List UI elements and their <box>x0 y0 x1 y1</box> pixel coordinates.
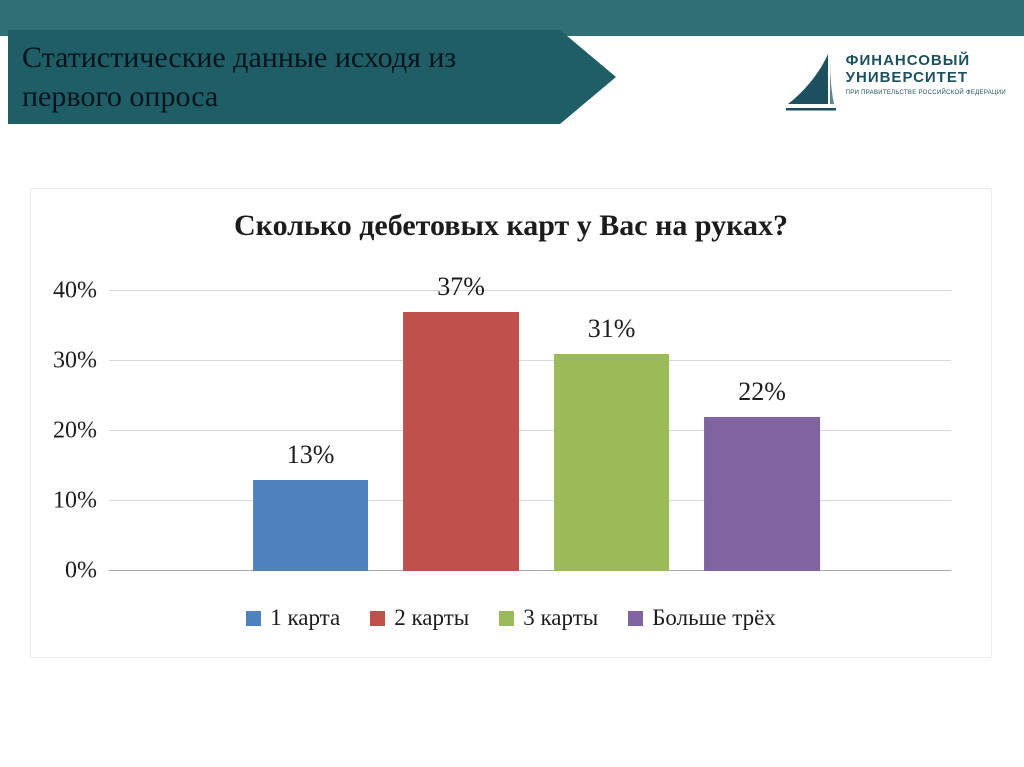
gridline <box>109 430 951 431</box>
university-logo-text: ФИНАНСОВЫЙ УНИВЕРСИТЕТ ПРИ ПРАВИТЕЛЬСТВЕ… <box>846 52 1006 96</box>
y-tick-label: 0% <box>65 557 97 584</box>
chart-legend: 1 карта 2 карты 3 карты Больше трёх <box>31 605 991 631</box>
logo-name-line1: ФИНАНСОВЫЙ <box>845 52 971 69</box>
y-tick-label: 20% <box>53 417 97 444</box>
bar-cell: 37% <box>386 272 537 571</box>
bar-1 <box>252 480 369 571</box>
legend-label: 1 карта <box>270 605 341 630</box>
y-tick-label: 30% <box>53 347 97 374</box>
legend-item: 3 карты <box>499 605 598 631</box>
y-tick-label: 10% <box>53 487 97 514</box>
slide-title-banner: Статистические данные исходя из первого … <box>8 30 616 124</box>
y-axis: 0% 10% 20% 30% 40% <box>31 278 103 584</box>
bar-4 <box>704 417 821 571</box>
bar-chart: Сколько дебетовых карт у Вас на руках? 0… <box>30 188 992 658</box>
university-logo: ФИНАНСОВЫЙ УНИВЕРСИТЕТ ПРИ ПРАВИТЕЛЬСТВЕ… <box>784 52 1006 116</box>
legend-swatch <box>370 610 386 626</box>
bar-value-label: 31% <box>587 314 636 343</box>
slide-title-line2: первого опроса <box>22 80 219 113</box>
logo-name-line2: УНИВЕРСИТЕТ <box>845 69 969 87</box>
y-tick-label: 40% <box>53 277 97 304</box>
gridline <box>109 290 951 291</box>
sail-icon <box>785 54 836 111</box>
legend-swatch <box>628 610 644 626</box>
legend-label: Больше трёх <box>652 605 776 630</box>
legend-item: 2 карты <box>370 605 469 631</box>
bar-value-label: 22% <box>738 377 786 406</box>
legend-swatch <box>499 610 515 626</box>
gridline <box>109 570 951 571</box>
legend-label: 2 карты <box>394 605 470 630</box>
bar-cell: 31% <box>536 291 687 571</box>
logo-subtitle: ПРИ ПРАВИТЕЛЬСТВЕ РОССИЙСКОЙ ФЕДЕРАЦИИ <box>845 89 1006 96</box>
bar-value-label: 37% <box>437 272 485 301</box>
gridline <box>109 500 951 501</box>
legend-label: 3 карты <box>523 605 599 630</box>
bar-3 <box>553 354 670 571</box>
chart-title: Сколько дебетовых карт у Вас на руках? <box>234 209 788 242</box>
slide-title: Статистические данные исходя из первого … <box>8 38 456 116</box>
slide-title-line1: Статистические данные исходя из <box>22 41 457 74</box>
bars-row: 13% 37% 31% 22% <box>235 272 838 571</box>
bar-cell: 22% <box>687 291 838 571</box>
bar-2 <box>403 312 520 571</box>
gridline <box>109 360 951 361</box>
legend-swatch <box>246 610 262 626</box>
legend-item: Больше трёх <box>628 605 776 631</box>
bar-cell: 13% <box>235 291 386 571</box>
plot-area: 13% 37% 31% 22% <box>109 272 951 571</box>
bar-value-label: 13% <box>286 440 335 469</box>
legend-item: 1 карта <box>246 605 340 631</box>
